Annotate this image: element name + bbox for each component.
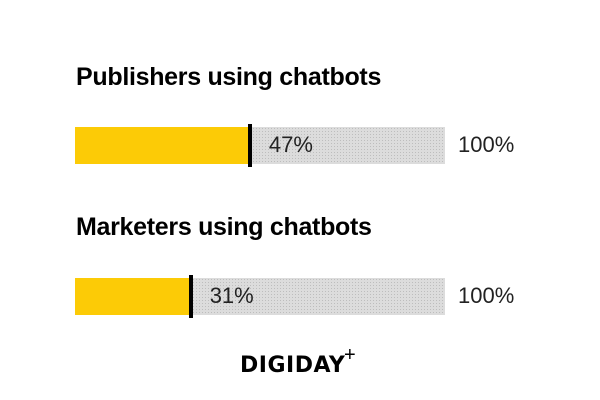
value-label-marketers: 31% — [209, 283, 254, 308]
chart-title-publishers: Publishers using chatbots — [76, 63, 382, 91]
bar-marker-publishers — [247, 124, 252, 167]
bar-fill-publishers — [75, 127, 249, 164]
logo-plus: + — [344, 344, 356, 366]
bar-track-publishers: 47% — [75, 124, 445, 167]
bar-fill-marketers — [75, 278, 190, 315]
value-label-publishers: 47% — [268, 132, 313, 157]
bar-track-marketers: 31% — [75, 275, 445, 318]
digiday-logo: DIGIDAY — [240, 353, 346, 378]
max-label-marketers: 100% — [458, 283, 515, 308]
max-label-publishers: 100% — [458, 132, 515, 157]
bar-marker-marketers — [188, 275, 193, 318]
chart-title-marketers: Marketers using chatbots — [76, 213, 372, 241]
